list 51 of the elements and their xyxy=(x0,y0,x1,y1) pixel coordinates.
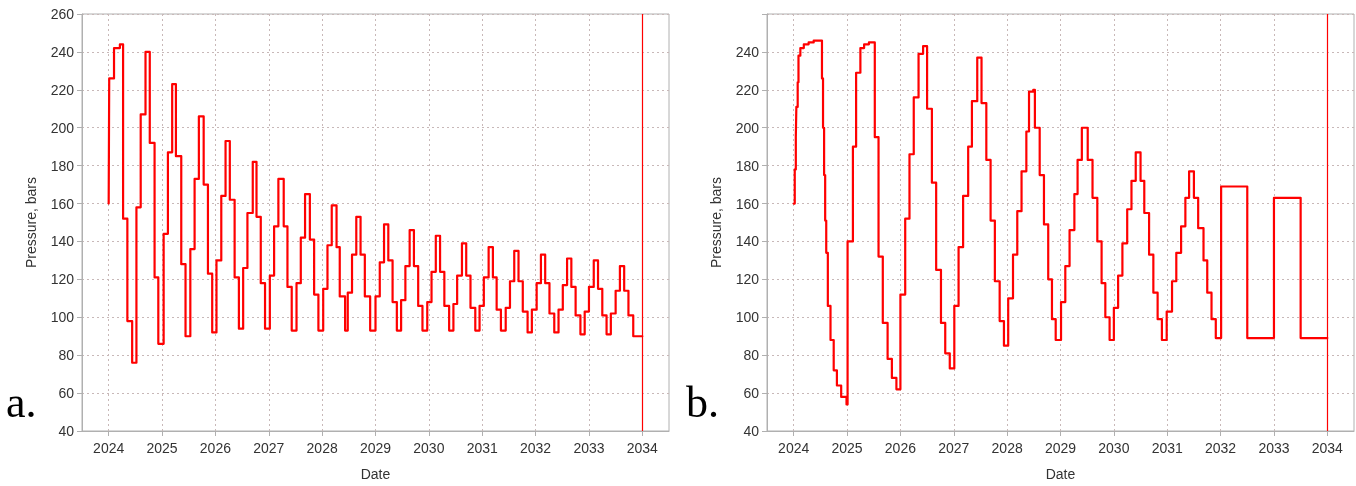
y-tick-label: 180 xyxy=(735,157,760,174)
x-tick-label: 2033 xyxy=(1258,440,1290,456)
x-tick-label: 2024 xyxy=(778,440,810,456)
x-tick-label: 2030 xyxy=(413,440,445,456)
x-tick-label: 2026 xyxy=(884,440,917,456)
y-tick-label: 200 xyxy=(735,119,760,136)
text: b. xyxy=(686,377,719,427)
y-tick-label: 80 xyxy=(58,347,75,364)
x-axis-title: Date xyxy=(360,466,391,482)
y-tick-label: 160 xyxy=(735,195,760,212)
x-tick-label: 2028 xyxy=(306,440,338,456)
y-axis-title: Pressure, bars xyxy=(23,176,39,269)
x-tick-label: 2024 xyxy=(93,440,125,456)
y-tick-label: 220 xyxy=(50,81,75,98)
x-tick-label: 2029 xyxy=(359,440,392,456)
y-axis-title: Pressure, bars xyxy=(708,176,724,269)
y-tick-label: 220 xyxy=(735,81,760,98)
x-tick-label: 2028 xyxy=(991,440,1023,456)
text: a. xyxy=(6,377,37,427)
x-tick-label: 2031 xyxy=(466,440,499,456)
x-tick-label: 2030 xyxy=(1098,440,1130,456)
y-tick-label: 260 xyxy=(50,6,75,22)
x-tick-label: 2032 xyxy=(1205,440,1237,456)
y-tick-label: 120 xyxy=(50,271,75,288)
x-tick-label: 2026 xyxy=(199,440,232,456)
x-tick-label: 2029 xyxy=(1044,440,1077,456)
x-tick-label: 2027 xyxy=(938,440,970,456)
y-tick-label: 60 xyxy=(58,385,75,402)
x-tick-label: 2027 xyxy=(253,440,285,456)
x-tick-label: 2034 xyxy=(626,440,659,456)
y-tick-label: 40 xyxy=(743,423,760,439)
y-tick-label: 140 xyxy=(50,233,75,250)
y-tick-label: 240 xyxy=(50,43,75,60)
y-tick-label: 180 xyxy=(50,157,75,174)
x-tick-label: 2025 xyxy=(146,440,178,456)
y-tick-label: 120 xyxy=(735,271,760,288)
x-tick-label: 2033 xyxy=(573,440,605,456)
y-tick-label: 200 xyxy=(50,119,75,136)
x-tick-label: 2034 xyxy=(1311,440,1344,456)
x-tick-label: 2032 xyxy=(520,440,552,456)
y-tick-label: 40 xyxy=(58,423,75,439)
x-tick-label: 2031 xyxy=(1151,440,1184,456)
y-tick-label: 100 xyxy=(50,309,75,326)
y-tick-label: 140 xyxy=(735,233,760,250)
x-axis-title: Date xyxy=(1045,466,1076,482)
y-tick-label: 60 xyxy=(743,385,760,402)
y-tick-label: 100 xyxy=(735,309,760,326)
y-tick-label: 240 xyxy=(735,43,760,60)
y-tick-label: 80 xyxy=(743,347,760,364)
x-tick-label: 2025 xyxy=(831,440,863,456)
y-tick-label: 160 xyxy=(50,195,75,212)
